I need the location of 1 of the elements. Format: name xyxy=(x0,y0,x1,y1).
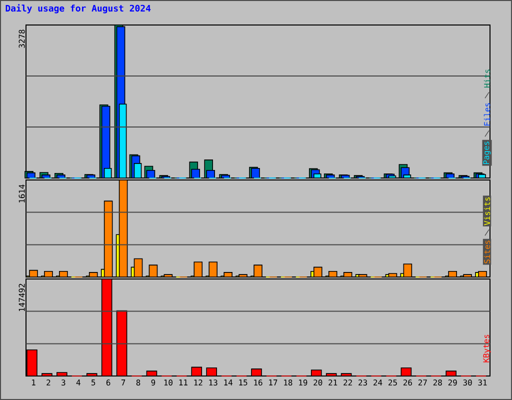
chart-title: Daily usage for August 2024 xyxy=(6,4,151,14)
